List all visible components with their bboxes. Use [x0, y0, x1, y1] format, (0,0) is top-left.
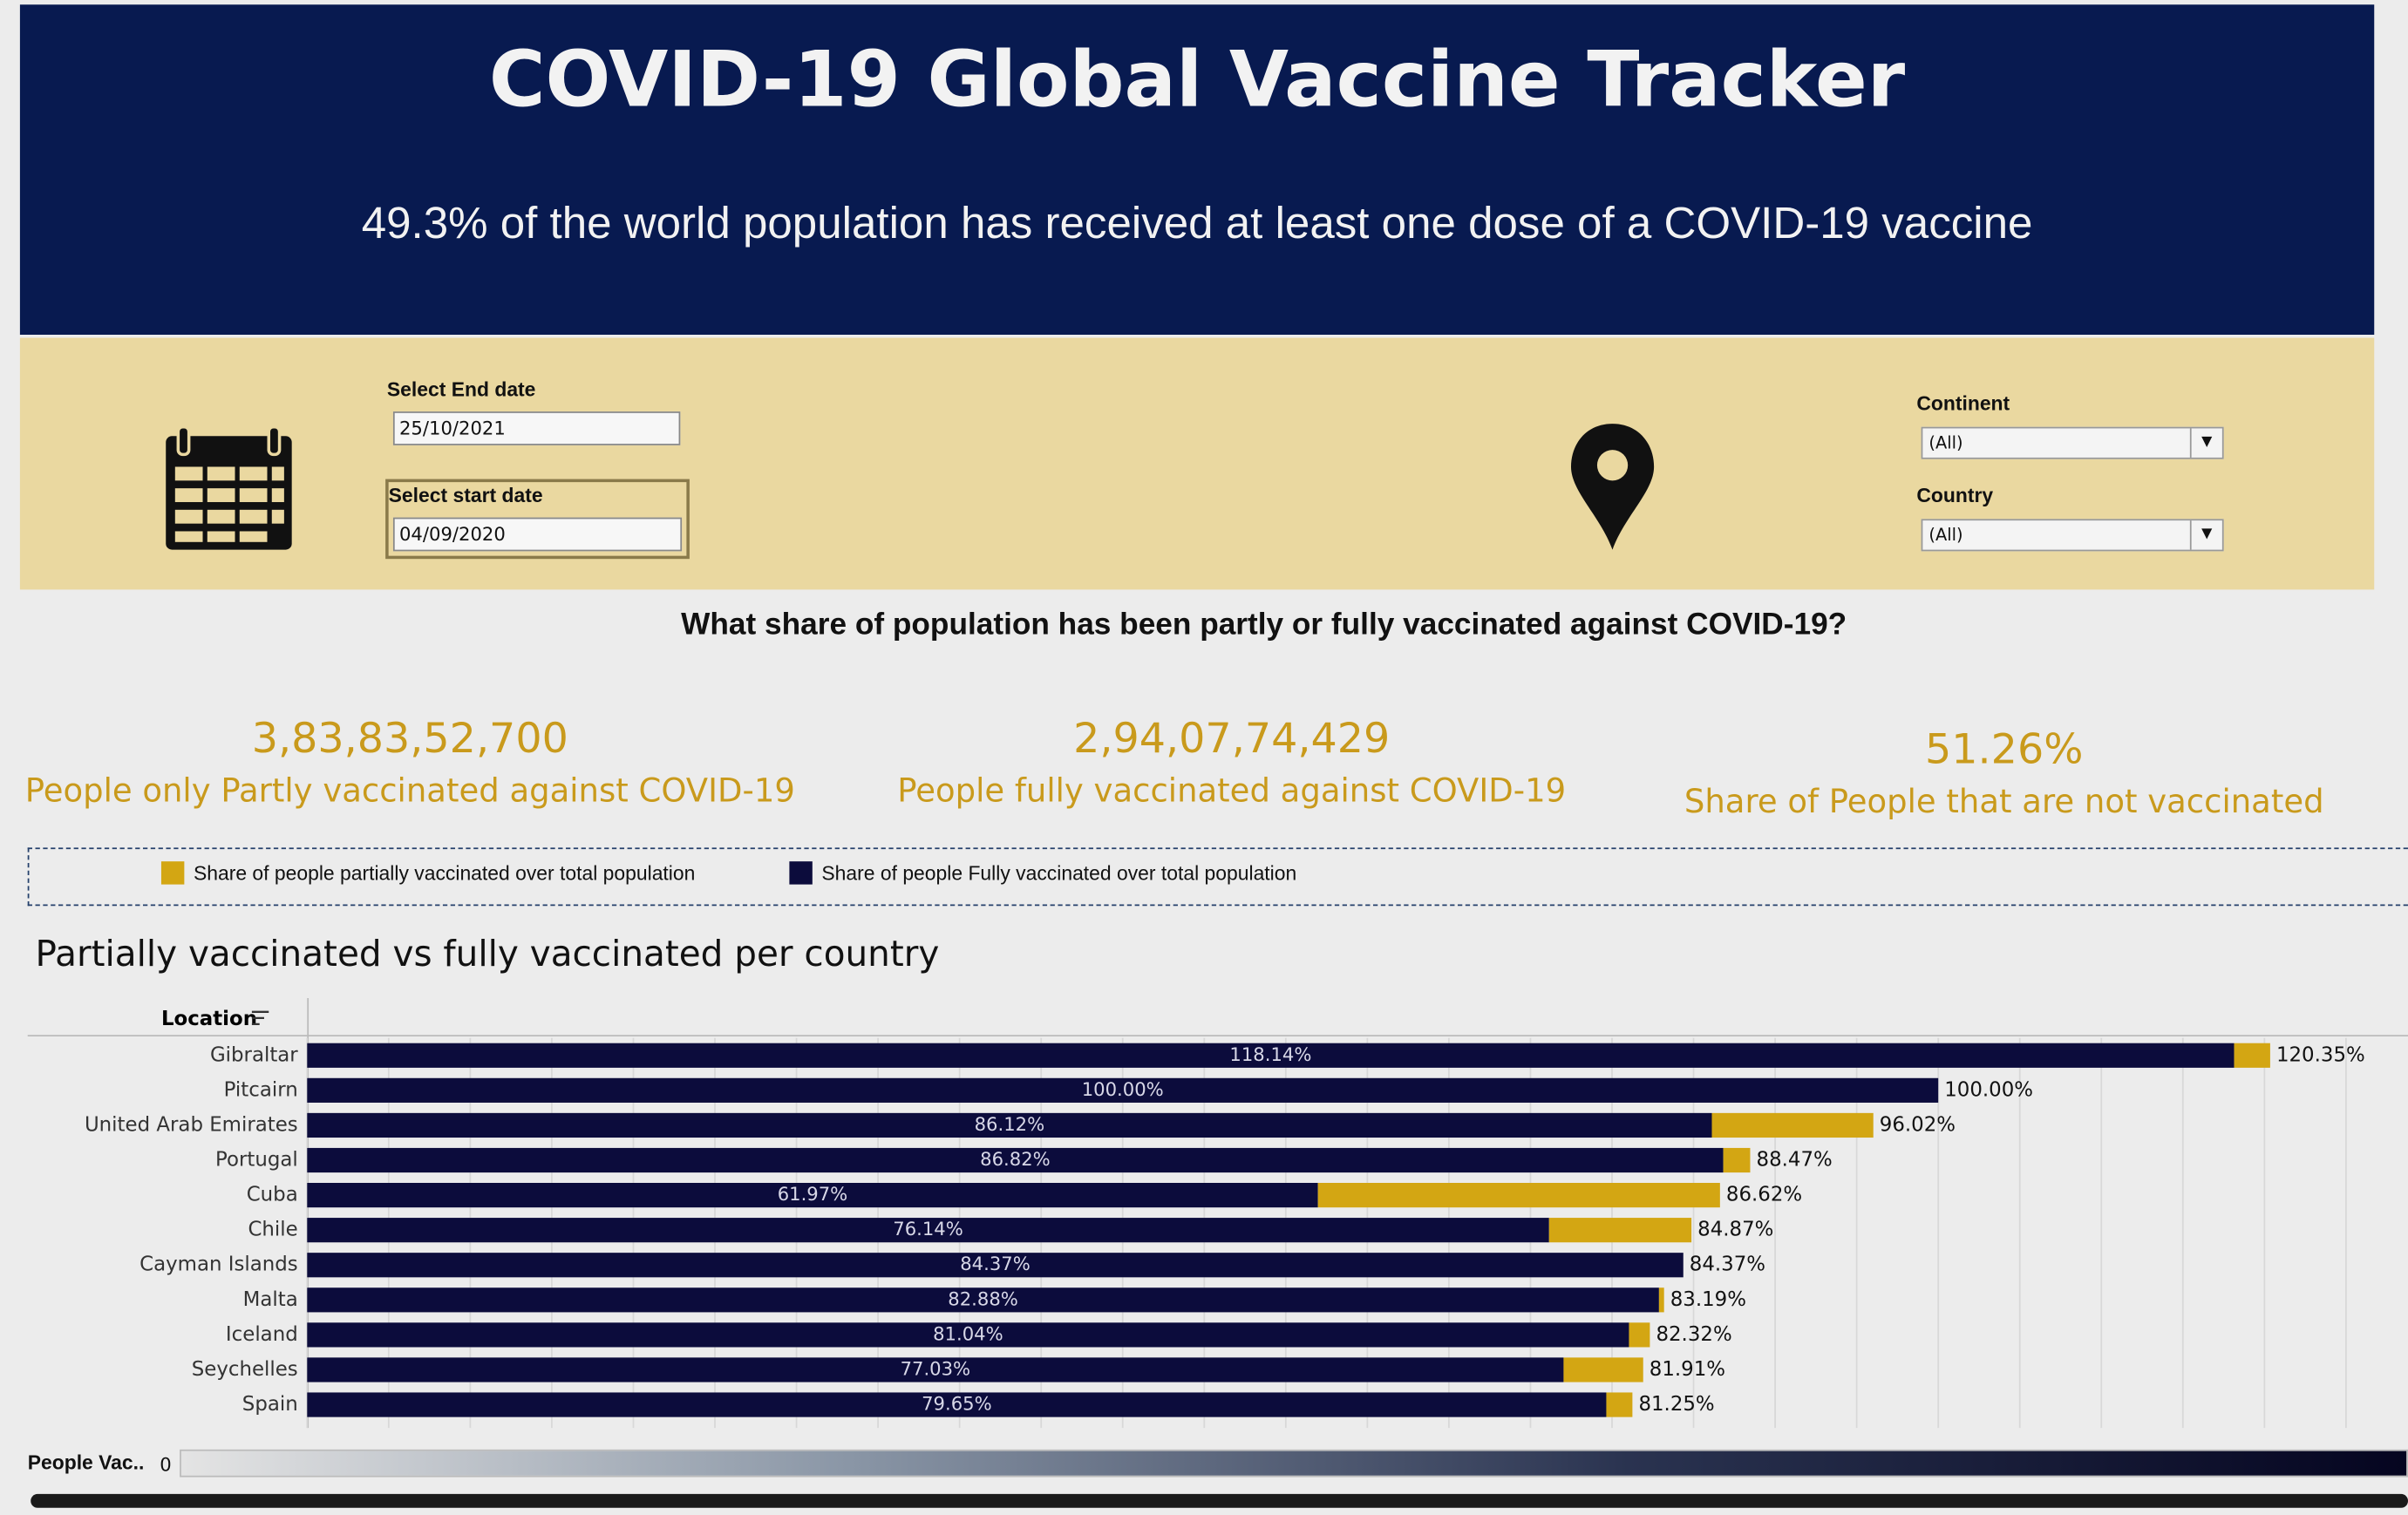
start-date-input[interactable]: 04/09/2020: [392, 517, 683, 552]
location-icon: [1570, 424, 1655, 550]
y-tick-label: Spain: [242, 1393, 298, 1416]
bar-value-label: 79.65%: [922, 1393, 992, 1415]
total-label: 96.02%: [1880, 1113, 1956, 1136]
total-label: 81.91%: [1650, 1358, 1725, 1381]
bar-segment: [1563, 1357, 1643, 1383]
bar-segment: [1606, 1392, 1633, 1417]
chart-title: Partially vaccinated vs fully vaccinated…: [35, 934, 940, 975]
y-tick-label: Gibraltar: [210, 1043, 298, 1066]
bar-segment: [307, 1218, 1549, 1243]
legend-label: Share of people Fully vaccinated over to…: [821, 861, 1297, 885]
chart: Location Gibraltar 118.14% 120.35% Pitcairn 1…: [27, 997, 2408, 1429]
y-tick-label: Portugal: [215, 1149, 298, 1172]
bar-segment: [1711, 1112, 1874, 1138]
bar-segment: [307, 1253, 1684, 1278]
bar-value-label: 86.12%: [975, 1113, 1045, 1135]
continent-dropdown[interactable]: (All) ▼: [1921, 426, 2224, 459]
bar-value-label: 82.88%: [948, 1287, 1018, 1309]
y-tick-label: Malta: [243, 1288, 298, 1311]
bar-segment: [307, 1147, 1724, 1173]
sort-icon: [251, 1010, 269, 1026]
bar-value-label: 86.82%: [980, 1148, 1051, 1170]
color-legend-ramp: [180, 1449, 2408, 1478]
bar-segment: [307, 1112, 1712, 1138]
kpi-value: 2,94,07,74,429: [1073, 715, 1391, 764]
bar-segment: [307, 1287, 1659, 1313]
country-value: (All): [1928, 525, 1963, 546]
bar-segment: [307, 1043, 2235, 1068]
color-legend-label: People Vac..: [27, 1450, 145, 1475]
country-label: Country: [1916, 483, 1994, 507]
kpi-value: 3,83,83,52,700: [251, 715, 568, 764]
filter-band: [19, 337, 2375, 590]
total-label: 84.87%: [1697, 1219, 1773, 1241]
bar-segment: [1548, 1218, 1692, 1243]
bar-value-label: 100.00%: [1082, 1078, 1164, 1100]
color-legend-min: 0: [160, 1454, 172, 1476]
total-label: 100.00%: [1944, 1078, 2033, 1101]
legend: Share of people partially vaccinated ove…: [27, 847, 2408, 907]
continent-value: (All): [1928, 432, 1963, 453]
total-label: 120.35%: [2276, 1043, 2365, 1066]
bar-segment: [1317, 1183, 1720, 1208]
question: What share of population has been partly…: [681, 608, 1847, 642]
kpi-label: People only Partly vaccinated against CO…: [24, 772, 795, 810]
dropdown-arrow[interactable]: ▼: [2189, 428, 2222, 458]
bar-segment: [1629, 1322, 1650, 1348]
legend-swatch: [789, 861, 813, 885]
y-tick-label: Seychelles: [192, 1358, 298, 1381]
kpi-label: People fully vaccinated against COVID-19: [897, 772, 1567, 810]
bar-value-label: 118.14%: [1229, 1043, 1311, 1065]
legend-swatch: [160, 861, 185, 885]
legend-label: Share of people partially vaccinated ove…: [193, 861, 696, 885]
bar-segment: [307, 1322, 1629, 1348]
bar-value-label: 81.04%: [933, 1322, 1003, 1344]
y-tick-label: Chile: [248, 1219, 297, 1241]
subtitle: 49.3% of the world population has receiv…: [361, 199, 2033, 249]
total-label: 83.19%: [1670, 1288, 1746, 1311]
country-dropdown[interactable]: (All) ▼: [1921, 519, 2224, 552]
legend-entry: Share of people Fully vaccinated over to…: [789, 861, 1297, 885]
bar-segment: [307, 1183, 1318, 1208]
title: COVID-19 Global Vaccine Tracker: [488, 35, 1906, 125]
kpi-value: 51.26%: [1925, 726, 2084, 774]
bar-segment: [2234, 1043, 2270, 1068]
total-label: 81.25%: [1638, 1393, 1714, 1416]
total-label: 82.32%: [1656, 1323, 1731, 1346]
start-date-box: [385, 479, 690, 560]
y-tick-label: Cayman Islands: [139, 1253, 298, 1276]
header: COVID-19 Global Vaccine Tracker 49.3% of…: [19, 4, 2375, 336]
bar-value-label: 76.14%: [893, 1218, 963, 1240]
bar-segment: [1658, 1287, 1664, 1313]
bar-value-label: 61.97%: [778, 1183, 848, 1205]
category-header: Location: [161, 1008, 257, 1030]
total-label: 84.37%: [1690, 1253, 1765, 1276]
scrollbar[interactable]: [31, 1493, 2408, 1508]
bar-value-label: 84.37%: [960, 1253, 1031, 1274]
dropdown-arrow[interactable]: ▼: [2189, 520, 2222, 550]
bar-segment: [1723, 1147, 1751, 1173]
legend-entry: Share of people partially vaccinated ove…: [160, 861, 696, 885]
y-tick-label: United Arab Emirates: [85, 1113, 298, 1136]
kpi-label: Share of People that are not vaccinated: [1684, 783, 2324, 820]
end-date-input[interactable]: 25/10/2021: [392, 411, 681, 445]
bar-value-label: 77.03%: [901, 1357, 971, 1379]
bar-segment: [307, 1357, 1564, 1383]
y-tick-label: Iceland: [226, 1323, 298, 1346]
continent-label: Continent: [1916, 391, 2010, 415]
y-tick-label: Pitcairn: [224, 1078, 298, 1101]
y-tick-label: Cuba: [247, 1184, 298, 1206]
bar-segment: [307, 1077, 1939, 1103]
calendar-icon: [166, 425, 292, 550]
total-label: 86.62%: [1726, 1184, 1802, 1206]
start-date-label: Select start date: [388, 483, 543, 507]
bar-segment: [307, 1392, 1607, 1417]
end-date-label: Select End date: [386, 377, 536, 401]
total-label: 88.47%: [1757, 1149, 1833, 1172]
